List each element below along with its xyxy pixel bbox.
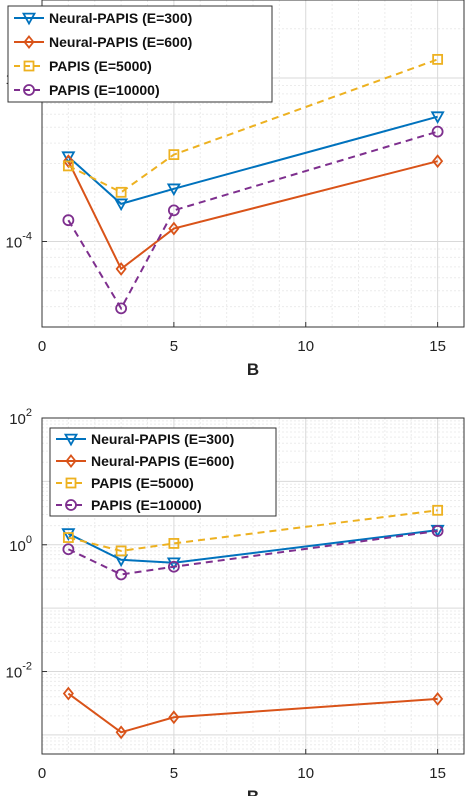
- data-point: [432, 154, 444, 169]
- legend: Neural-PAPIS (E=300) Neural-PAPIS (E=600)…: [49, 427, 277, 517]
- data-point: [166, 183, 181, 197]
- legend-label: Neural-PAPIS (E=300): [91, 431, 234, 447]
- axes-frame: [41, 417, 465, 755]
- legend-label: PAPIS (E=10000): [91, 497, 202, 513]
- data-point: [115, 302, 128, 315]
- legend-box: [49, 427, 277, 517]
- data-point: [115, 725, 127, 740]
- series-line: [67, 160, 438, 271]
- series-line: [67, 529, 438, 564]
- data-point: [431, 125, 444, 138]
- data-point: [432, 691, 444, 706]
- data-point: [167, 204, 180, 217]
- data-point: [115, 186, 127, 198]
- data-point: [62, 543, 75, 556]
- data-point: [62, 160, 74, 172]
- legend-marker: [23, 84, 35, 96]
- x-tick-label: 15: [429, 765, 446, 782]
- data-point: [168, 149, 180, 161]
- x-tick-label: 5: [170, 338, 178, 355]
- legend-label: Neural-PAPIS (E=300): [49, 10, 192, 26]
- data-point: [61, 528, 76, 541]
- legend-marker: [65, 454, 77, 468]
- legend-marker: [65, 499, 77, 511]
- series-4: [62, 125, 444, 315]
- series-line: [67, 130, 438, 311]
- data-point: [167, 560, 180, 573]
- data-point: [62, 686, 74, 701]
- x-tick-label: 10: [297, 338, 314, 355]
- axes-frame: [41, 0, 465, 328]
- legend-marker: [23, 35, 35, 49]
- data-point: [168, 710, 180, 725]
- y-tick-label: 102: [9, 407, 32, 428]
- series-4: [62, 525, 444, 581]
- x-tick-label: 5: [170, 765, 178, 782]
- legend-marker: [65, 477, 77, 489]
- data-point: [115, 568, 128, 581]
- data-point: [168, 538, 180, 549]
- y-tick-label: 100: [9, 534, 32, 555]
- series-3: [62, 53, 444, 198]
- data-point: [431, 525, 444, 537]
- series-line: [67, 529, 438, 576]
- legend-marker: [23, 60, 35, 72]
- series-3: [62, 504, 444, 557]
- x-axis-label: B: [247, 787, 259, 796]
- data-point: [115, 261, 127, 276]
- data-point: [430, 111, 445, 125]
- x-tick-label: 15: [429, 338, 446, 355]
- legend-label: Neural-PAPIS (E=600): [49, 34, 192, 50]
- y-tick-label: 10-2: [6, 661, 32, 682]
- x-tick-label: 0: [38, 338, 46, 355]
- legend-label: PAPIS (E=5000): [91, 475, 194, 491]
- series-line: [68, 509, 438, 552]
- data-point: [62, 532, 74, 543]
- legend-label: PAPIS (E=5000): [49, 58, 152, 74]
- series-line: [67, 115, 438, 205]
- legend-label: Neural-PAPIS (E=600): [91, 453, 234, 469]
- data-point: [62, 214, 75, 227]
- series-line: [67, 692, 438, 734]
- y-tick-label: 10-4: [6, 231, 32, 252]
- legend-marker: [63, 433, 79, 447]
- data-point: [432, 504, 444, 516]
- data-point: [115, 545, 127, 557]
- data-point: [114, 198, 129, 212]
- x-axis-label: B: [247, 360, 259, 379]
- legend-box: [7, 5, 273, 103]
- x-tick-label: 10: [297, 765, 314, 782]
- series-1: [61, 111, 445, 212]
- series-2: [62, 686, 444, 740]
- data-point: [432, 53, 444, 65]
- legend: Neural-PAPIS (E=300) Neural-PAPIS (E=600)…: [7, 5, 273, 103]
- series-line: [67, 58, 438, 194]
- legend-marker: [21, 12, 37, 26]
- data-point: [61, 151, 76, 165]
- x-tick-label: 0: [38, 765, 46, 782]
- legend-label: PAPIS (E=10000): [49, 82, 160, 98]
- data-point: [168, 221, 180, 236]
